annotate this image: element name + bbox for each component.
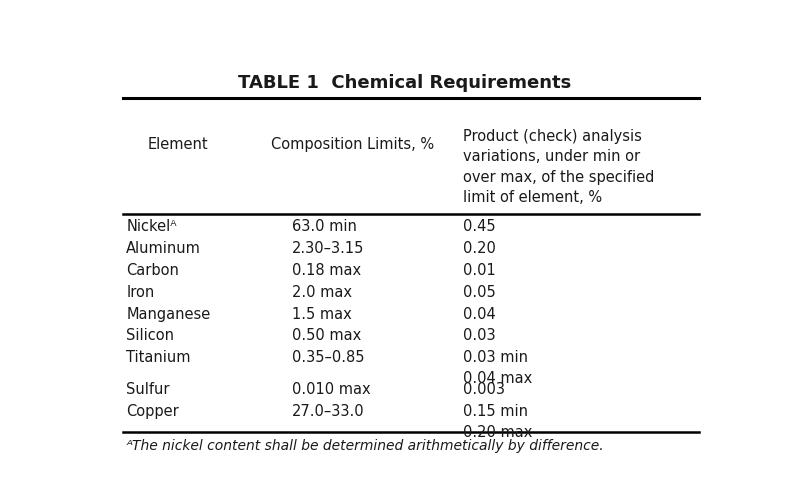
Text: 0.010 max: 0.010 max bbox=[292, 382, 371, 397]
Text: 0.50 max: 0.50 max bbox=[292, 328, 361, 343]
Text: Composition Limits, %: Composition Limits, % bbox=[271, 137, 434, 152]
Text: Silicon: Silicon bbox=[126, 328, 175, 343]
Text: ᴬThe nickel content shall be determined arithmetically by difference.: ᴬThe nickel content shall be determined … bbox=[126, 439, 604, 453]
Text: Nickelᴬ: Nickelᴬ bbox=[126, 219, 177, 234]
Text: Aluminum: Aluminum bbox=[126, 241, 201, 256]
Text: 0.20: 0.20 bbox=[463, 241, 496, 256]
Text: 0.003: 0.003 bbox=[463, 382, 505, 397]
Text: 0.03: 0.03 bbox=[463, 328, 495, 343]
Text: Iron: Iron bbox=[126, 284, 155, 300]
Text: Carbon: Carbon bbox=[126, 263, 179, 278]
Text: 0.15 min
0.20 max: 0.15 min 0.20 max bbox=[463, 404, 532, 440]
Text: Copper: Copper bbox=[126, 404, 179, 419]
Text: Sulfur: Sulfur bbox=[126, 382, 170, 397]
Text: TABLE 1  Chemical Requirements: TABLE 1 Chemical Requirements bbox=[239, 74, 571, 92]
Text: 0.35–0.85: 0.35–0.85 bbox=[292, 350, 364, 365]
Text: 27.0–33.0: 27.0–33.0 bbox=[292, 404, 364, 419]
Text: 0.03 min
0.04 max: 0.03 min 0.04 max bbox=[463, 350, 532, 386]
Text: Manganese: Manganese bbox=[126, 306, 211, 321]
Text: 0.04: 0.04 bbox=[463, 306, 496, 321]
Text: 0.05: 0.05 bbox=[463, 284, 496, 300]
Text: 1.5 max: 1.5 max bbox=[292, 306, 352, 321]
Text: Titanium: Titanium bbox=[126, 350, 191, 365]
Text: Element: Element bbox=[148, 137, 209, 152]
Text: 0.01: 0.01 bbox=[463, 263, 496, 278]
Text: 2.30–3.15: 2.30–3.15 bbox=[292, 241, 364, 256]
Text: 0.18 max: 0.18 max bbox=[292, 263, 361, 278]
Text: 63.0 min: 63.0 min bbox=[292, 219, 356, 234]
Text: 0.45: 0.45 bbox=[463, 219, 495, 234]
Text: 2.0 max: 2.0 max bbox=[292, 284, 352, 300]
Text: Product (check) analysis
variations, under min or
over max, of the specified
lim: Product (check) analysis variations, und… bbox=[463, 129, 654, 205]
